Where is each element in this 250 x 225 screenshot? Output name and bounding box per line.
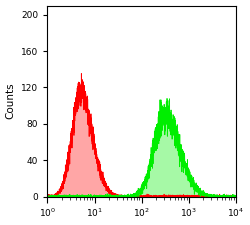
Y-axis label: Counts: Counts	[6, 83, 16, 119]
